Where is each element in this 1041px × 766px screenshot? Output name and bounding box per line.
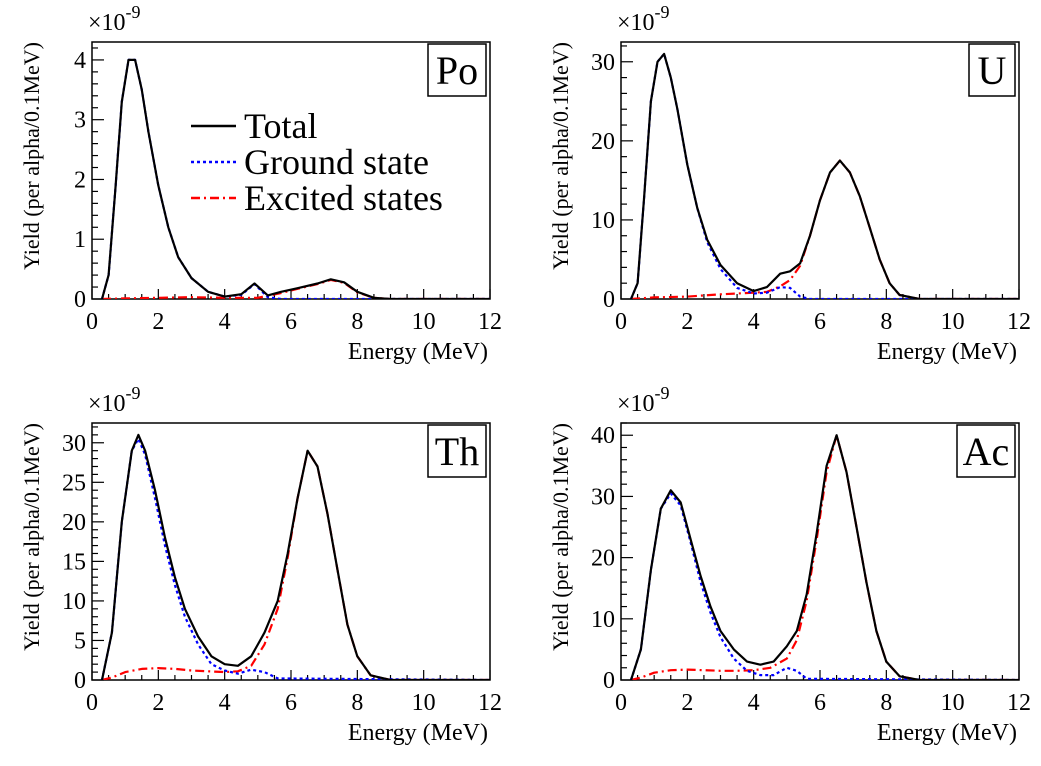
x-tick-label: 10 [941,309,965,335]
x-tick-label: 6 [285,309,297,335]
y-multiplier: ×10-9 [617,383,670,417]
x-tick-label: 2 [152,690,164,716]
x-tick-label: 4 [219,309,231,335]
panel-label-box [427,424,487,478]
series-total [629,434,1019,680]
y-axis-title: Yield (per alpha/0.1MeV) [19,42,44,270]
x-tick-label: 4 [748,690,760,716]
y-multiplier: ×10-9 [88,383,141,417]
x-tick-label: 12 [478,690,502,716]
y-tick-label: 2 [74,167,86,193]
x-axis-title: Energy (MeV) [348,720,488,746]
y-tick-label: 20 [591,129,615,155]
series-excited-states [630,159,1019,299]
x-tick-label: 0 [86,690,98,716]
y-tick-label: 20 [591,546,615,572]
x-tick-label: 10 [412,309,436,335]
y-axis-title: Yield (per alpha/0.1MeV) [548,423,573,651]
x-tick-label: 4 [219,690,231,716]
x-tick-label: 8 [880,309,892,335]
y-axis-title: Yield (per alpha/0.1MeV) [19,423,44,651]
x-tick-label: 0 [615,309,627,335]
y-multiplier-exponent: -9 [655,383,670,403]
y-tick-label: 5 [74,628,86,654]
x-tick-label: 12 [478,309,502,335]
panel-th: 0 2 4 6 8 10 12 0 5 10 15 20 25 30×10-9 Energy (MeV) Yi… [19,383,502,746]
y-tick-label: 10 [62,589,86,615]
y-tick-label: 0 [74,668,86,694]
y-tick-label: 4 [74,48,86,74]
y-tick-label: 25 [62,470,86,496]
panel-label: Th [435,429,479,474]
x-tick-label: 0 [615,690,627,716]
y-tick-label: 30 [591,484,615,510]
series-ground-state [629,492,1019,680]
y-multiplier-exponent: -9 [126,2,141,22]
x-axis-title: Energy (MeV) [877,720,1017,746]
x-tick-label: 12 [1007,690,1031,716]
y-multiplier: ×10-9 [88,2,141,36]
legend-label: Ground state [244,142,429,182]
y-tick-label: 30 [62,431,86,457]
plot-frame [620,41,1020,300]
panel-ac: 0 2 4 6 8 10 12 0 10 20 30 40×10-9 Energy (MeV) Yield… [548,383,1031,746]
x-tick-label: 6 [814,309,826,335]
series-total [100,433,490,680]
series-total [629,52,1019,299]
x-axis-title: Energy (MeV) [348,339,488,365]
x-tick-label: 8 [351,309,363,335]
y-tick-label: 0 [74,287,86,313]
x-tick-label: 6 [814,690,826,716]
y-tick-label: 30 [591,50,615,76]
y-tick-label: 3 [74,108,86,134]
y-tick-label: 20 [62,510,86,536]
series-ground-state [100,437,490,680]
series-excited-states [101,449,490,680]
x-tick-label: 6 [285,690,297,716]
y-axis-title: Yield (per alpha/0.1MeV) [548,42,573,270]
x-tick-label: 12 [1007,309,1031,335]
y-tick-label: 10 [591,208,615,234]
x-tick-label: 2 [681,690,693,716]
y-tick-label: 15 [62,549,86,575]
x-axis-title: Energy (MeV) [877,339,1017,365]
y-multiplier: ×10-9 [617,2,670,36]
y-tick-label: 0 [603,287,615,313]
y-tick-label: 0 [603,668,615,694]
x-tick-label: 2 [681,309,693,335]
panel-label: Po [436,48,478,93]
x-tick-label: 10 [941,690,965,716]
panel-label-box [427,43,487,97]
panel-u: 0 2 4 6 8 10 12 0 10 20 30×10-9 Energy (MeV) Yield (… [548,2,1031,365]
legend-label: Excited states [244,178,443,218]
y-tick-label: 40 [591,423,615,449]
series-total [100,58,490,299]
x-tick-label: 8 [351,690,363,716]
panel-label: Ac [963,429,1010,474]
y-tick-label: 1 [74,227,86,253]
x-tick-label: 2 [152,309,164,335]
x-tick-label: 10 [412,690,436,716]
panel-label: U [978,48,1007,93]
y-tick-label: 10 [591,607,615,633]
panel-label-box [968,43,1016,97]
y-multiplier-exponent: -9 [126,383,141,403]
x-tick-label: 8 [880,690,892,716]
y-multiplier-exponent: -9 [655,2,670,22]
legend-label: Total [244,106,317,146]
panel-label-box [956,424,1016,478]
x-tick-label: 0 [86,309,98,335]
x-tick-label: 4 [748,309,760,335]
